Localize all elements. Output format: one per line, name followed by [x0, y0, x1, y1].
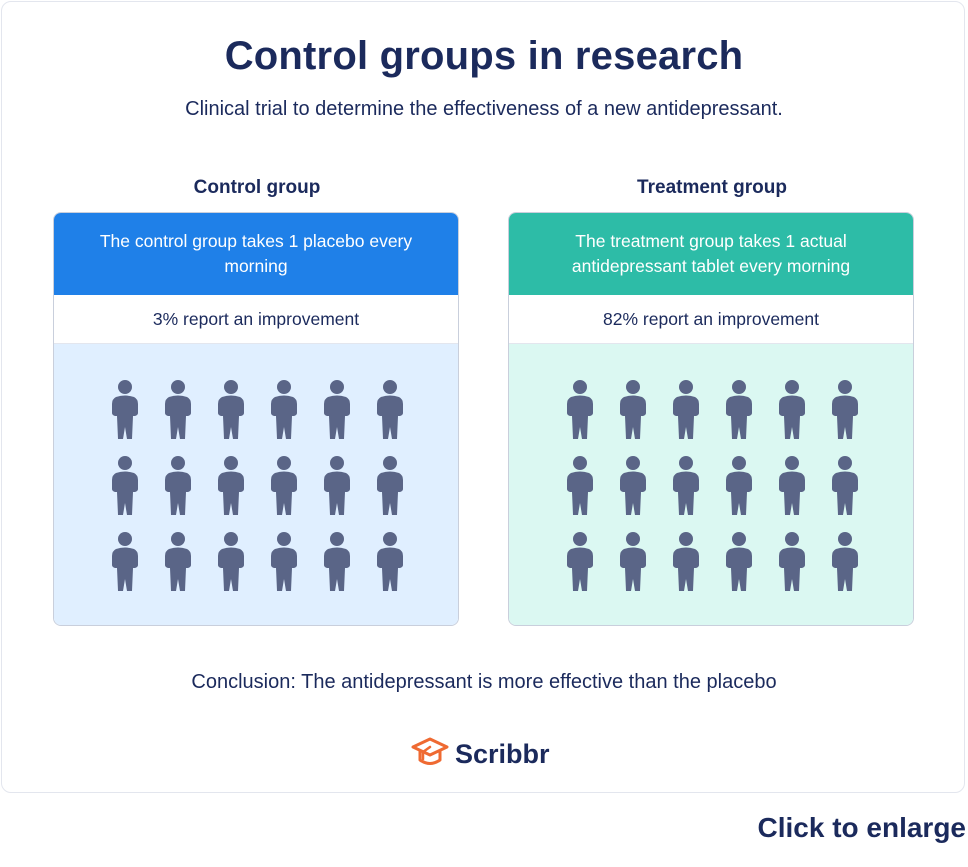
person-icon — [270, 456, 298, 516]
person-icon — [725, 456, 753, 516]
person-icon — [778, 456, 806, 516]
graduation-cap-icon — [411, 736, 449, 773]
logo-text: Scribbr — [455, 739, 550, 769]
person-icon — [217, 532, 245, 592]
person-icon — [164, 532, 192, 592]
control-group-result: 3% report an improvement — [54, 295, 458, 344]
person-icon — [619, 380, 647, 440]
conclusion-text: Conclusion: The antidepressant is more e… — [191, 671, 777, 693]
person-icon — [778, 532, 806, 592]
control-group-label: Control group — [193, 177, 321, 198]
treatment-group-label: Treatment group — [637, 177, 787, 198]
treatment-group-result: 82% report an improvement — [509, 295, 913, 344]
treatment-group-panel: The treatment group takes 1 actual antid… — [508, 212, 914, 626]
person-icon — [831, 456, 859, 516]
person-icon — [376, 380, 404, 440]
people-grid — [566, 380, 884, 608]
treatment-group-people — [509, 344, 913, 625]
scribbr-logo: Scribbr — [411, 736, 550, 773]
page-subtitle: Clinical trial to determine the effectiv… — [185, 98, 783, 120]
person-icon — [619, 532, 647, 592]
person-icon — [725, 532, 753, 592]
person-icon — [831, 380, 859, 440]
people-grid — [111, 380, 429, 608]
person-icon — [566, 380, 594, 440]
control-group-people — [54, 344, 458, 625]
person-icon — [376, 456, 404, 516]
person-icon — [619, 456, 647, 516]
person-icon — [323, 456, 351, 516]
person-icon — [672, 380, 700, 440]
person-icon — [111, 456, 139, 516]
person-icon — [831, 532, 859, 592]
person-icon — [725, 380, 753, 440]
person-icon — [672, 532, 700, 592]
person-icon — [217, 456, 245, 516]
treatment-group-description: The treatment group takes 1 actual antid… — [509, 213, 913, 295]
person-icon — [164, 456, 192, 516]
person-icon — [270, 532, 298, 592]
person-icon — [566, 532, 594, 592]
person-icon — [323, 532, 351, 592]
person-icon — [672, 456, 700, 516]
control-group-panel: The control group takes 1 placebo every … — [53, 212, 459, 626]
click-to-enlarge-link[interactable]: Click to enlarge — [757, 812, 966, 843]
person-icon — [111, 532, 139, 592]
person-icon — [270, 380, 298, 440]
person-icon — [566, 456, 594, 516]
person-icon — [323, 380, 351, 440]
control-group-description: The control group takes 1 placebo every … — [54, 213, 458, 295]
person-icon — [376, 532, 404, 592]
person-icon — [217, 380, 245, 440]
person-icon — [778, 380, 806, 440]
page-title: Control groups in research — [224, 34, 744, 78]
person-icon — [164, 380, 192, 440]
person-icon — [111, 380, 139, 440]
